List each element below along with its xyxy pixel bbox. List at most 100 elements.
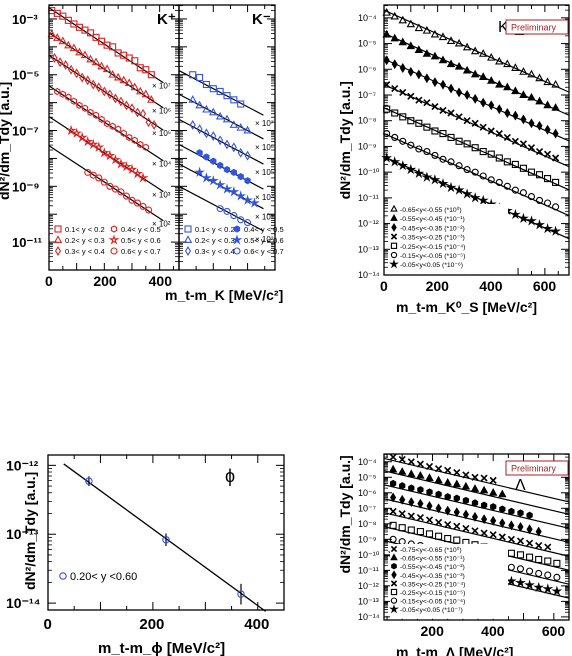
data-point	[444, 505, 451, 516]
data-point	[470, 46, 480, 55]
data-point	[89, 171, 97, 179]
data-point	[490, 515, 497, 526]
data-point	[203, 128, 210, 139]
legend-marker	[59, 572, 67, 580]
data-point	[439, 106, 447, 114]
data-point	[447, 158, 455, 166]
data-point	[142, 143, 149, 151]
legend-label: -0.25<y<-0.15 (*10⁻⁴)	[400, 244, 465, 251]
data-point	[527, 144, 536, 152]
data-point	[462, 471, 470, 479]
y-tick-label: 10⁻¹³	[358, 244, 379, 254]
data-point	[145, 117, 152, 128]
data-point	[223, 165, 231, 174]
data-point	[551, 585, 563, 596]
data-point	[405, 163, 417, 175]
data-point	[408, 497, 415, 508]
data-point	[65, 124, 77, 136]
data-point	[76, 101, 83, 110]
data-point	[535, 96, 544, 105]
x-tick-label: 400	[481, 623, 505, 639]
data-point	[389, 156, 401, 167]
scale-label: × 10⁶	[152, 107, 171, 116]
data-point	[511, 160, 519, 168]
data-point	[490, 503, 497, 511]
x-tick-label: 600	[533, 278, 557, 294]
data-point	[235, 190, 247, 201]
data-point	[447, 133, 455, 141]
fit-line	[178, 185, 264, 232]
data-point	[217, 135, 224, 146]
y-tick-label: 10⁻⁶	[358, 64, 377, 74]
data-point	[425, 473, 434, 481]
data-point	[120, 129, 127, 137]
data-point	[471, 527, 479, 535]
legend-marker	[390, 553, 398, 561]
data-point	[480, 529, 488, 537]
preliminary-badge	[505, 19, 569, 35]
legend-marker	[390, 251, 398, 259]
kaon-chart: × 10⁷ × 10⁶ × 10⁵ × 10⁴ × 10³ × 10² 0 200 400 K⁺ 0…	[0, 5, 284, 303]
data-point	[382, 29, 391, 38]
data-point	[499, 518, 506, 528]
data-point	[544, 543, 552, 551]
x-tick-label: 400	[149, 273, 173, 289]
data-point	[209, 107, 218, 116]
data-point	[59, 90, 66, 98]
data-point	[73, 68, 80, 79]
scale-label: × 10⁵	[255, 168, 274, 177]
x-tick-label: 200	[139, 616, 164, 633]
data-point	[139, 202, 147, 210]
legend-label: 0.4< y < 0.5	[121, 225, 161, 234]
data-point	[71, 127, 83, 138]
data-point	[237, 100, 245, 108]
data-point	[446, 59, 456, 68]
y-tick-label: 10⁻⁴	[358, 13, 377, 23]
data-point	[519, 189, 527, 197]
legend-label: -0.15<y<-0.05 (*10⁻⁶)	[400, 599, 465, 606]
data-point	[444, 521, 452, 529]
data-point	[237, 590, 245, 598]
panel-label: ϕ	[225, 466, 235, 486]
data-point	[121, 160, 132, 172]
legend-marker	[389, 604, 399, 614]
data-point	[431, 151, 439, 159]
legend-label: -0.25<y<-0.15 (*10⁻⁵)	[400, 590, 465, 597]
data-point	[422, 49, 432, 57]
data-point	[97, 61, 106, 70]
legend-marker	[53, 235, 63, 243]
y-tick-label: 10⁻⁶	[358, 488, 377, 498]
data-point	[489, 531, 497, 539]
data-point	[244, 219, 252, 227]
data-point	[462, 496, 470, 505]
data-point	[517, 509, 524, 517]
data-point	[495, 130, 503, 138]
legend-label: -0.35<y<-0.25 (*10⁻⁴)	[400, 581, 465, 588]
data-point	[81, 104, 89, 112]
fit-line	[383, 107, 570, 191]
data-point	[397, 160, 409, 171]
scale-label: × 10³	[255, 213, 274, 222]
data-point	[423, 99, 431, 107]
y-axis-label: dN²/dm_Tdy [a.u.]	[22, 472, 38, 590]
legend-marker	[390, 588, 398, 596]
data-point	[216, 87, 224, 96]
scale-label: × 10²	[152, 219, 171, 228]
data-point	[68, 64, 75, 75]
data-point	[435, 465, 443, 473]
data-point	[145, 206, 153, 214]
data-point	[444, 466, 452, 474]
legend-label: -0.65<y<-0.55 (*10⁰)	[400, 206, 462, 214]
data-point	[511, 186, 519, 194]
data-point	[480, 474, 488, 482]
y-tick-label: 10⁻¹⁰	[358, 550, 380, 560]
x-axis-label: m_t-m_Λ [MeV/c²]	[396, 644, 513, 656]
data-point	[62, 60, 69, 70]
data-point	[389, 453, 397, 461]
data-point	[202, 80, 210, 89]
legend-label: -0.05<y<0.05 (*10⁻⁶)	[400, 262, 463, 269]
data-point	[526, 567, 534, 575]
y-tick-label: 10⁻¹²	[6, 457, 39, 473]
legend-marker	[183, 235, 193, 243]
data-point	[399, 63, 406, 73]
